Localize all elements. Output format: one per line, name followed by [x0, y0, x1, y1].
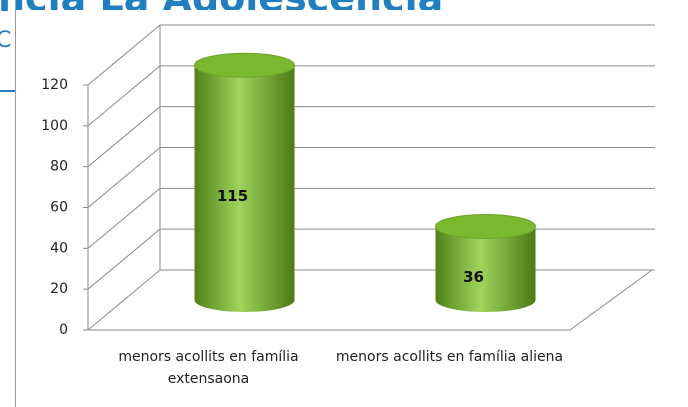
grid-diagonal: [87, 147, 161, 208]
y-tick-label: 40: [50, 240, 68, 256]
y-tick-label: 60: [50, 200, 68, 216]
grid-diagonal: [87, 106, 161, 168]
grid-diagonal: [87, 228, 161, 290]
y-tick-label: 100: [41, 118, 68, 134]
value-label: 36: [463, 268, 484, 286]
bar-body: [194, 65, 295, 312]
chart-area: [15, 10, 688, 407]
floor-right: [569, 269, 653, 331]
bar-top: [435, 214, 536, 239]
y-tick-label: 80: [50, 159, 68, 175]
y-tick-label: 20: [50, 281, 68, 297]
value-label: 115: [217, 187, 248, 205]
y-tick-label: 0: [59, 322, 68, 338]
y-tick-label: 120: [41, 77, 68, 93]
slide-fragment: C: [0, 28, 12, 53]
x-tick-label: menors acollits en família extensaona: [118, 349, 299, 387]
x-tick-label: menors acollits en família aliena: [335, 349, 564, 365]
grid-diagonal: [87, 269, 161, 331]
slide-rule: [0, 90, 15, 92]
bar: [435, 214, 536, 312]
grid-diagonal: [87, 24, 161, 86]
bar-body: [435, 226, 536, 312]
bar-top: [194, 52, 295, 78]
grid-diagonal: [87, 65, 161, 127]
grid-diagonal: [87, 187, 161, 249]
bar: [194, 52, 295, 312]
